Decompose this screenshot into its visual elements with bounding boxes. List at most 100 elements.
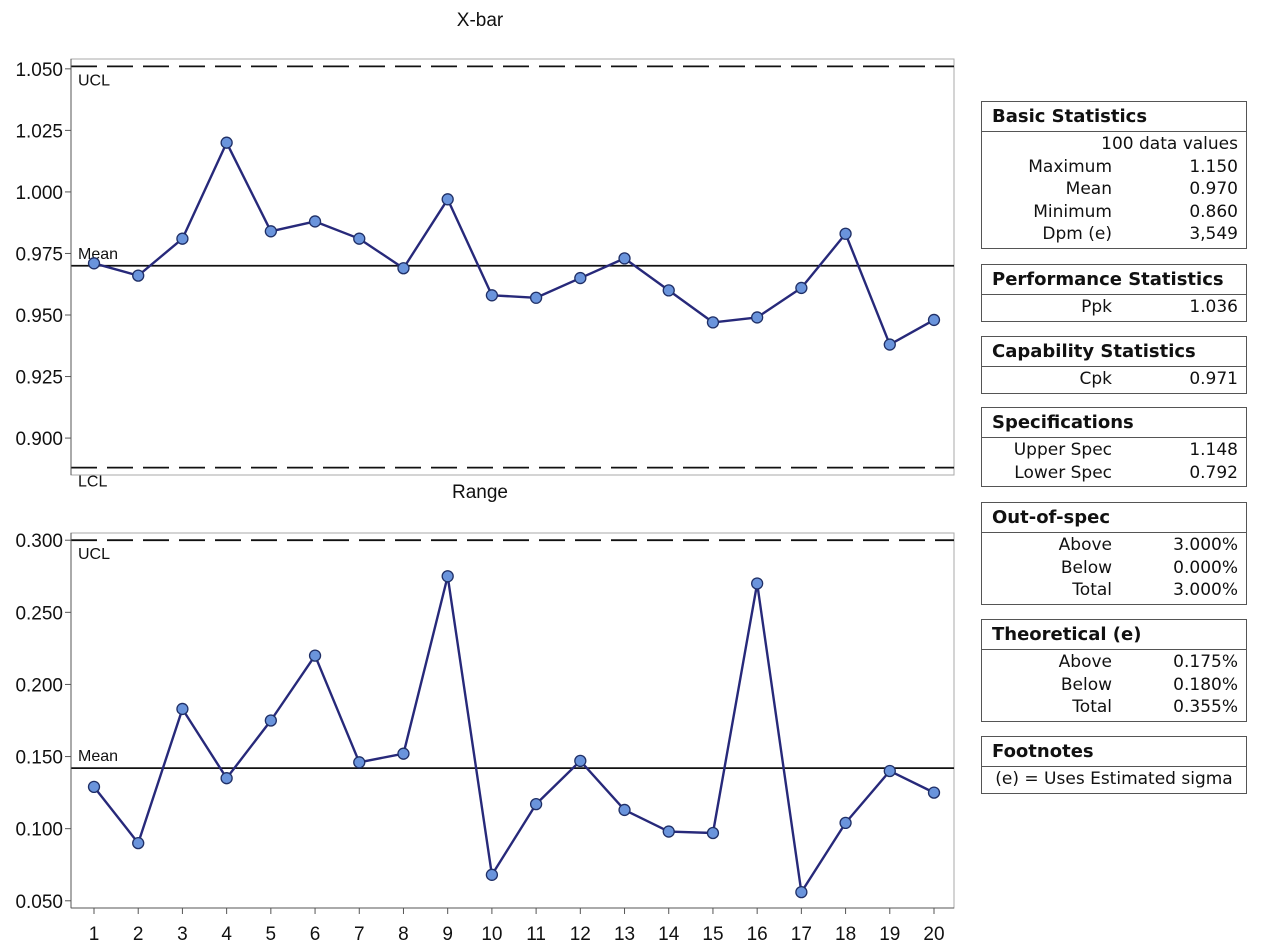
stat-value: 0.000% (1173, 557, 1238, 578)
range-data-point (132, 836, 145, 850)
range-x-tick-label: 11 (526, 924, 546, 945)
range-x-tick-label: 13 (614, 924, 635, 945)
out-of-spec-panel: Out-of-spec Above 3.000% Below 0.000% Tota… (981, 502, 1247, 605)
range-mean-label: Mean (78, 748, 118, 765)
range-x-tick-label: 19 (879, 924, 900, 945)
range-data-point (353, 756, 366, 769)
xbar-data-point (176, 232, 189, 245)
performance-statistics-title: Performance Statistics (982, 265, 1246, 295)
xbar-data-point (927, 313, 941, 327)
stat-value: 1.150 (1189, 156, 1238, 177)
range-y-tick-label: 0.150 (15, 748, 63, 769)
stat-value: 0.175% (1173, 652, 1238, 672)
stat-label: Minimum (1033, 201, 1112, 222)
range-data-point (751, 577, 764, 590)
range-data-point (662, 825, 675, 838)
range-y-tick-label: 0.200 (15, 675, 63, 696)
range-data-point (883, 764, 896, 778)
stat-value: 0.971 (1189, 369, 1238, 389)
stat-label: Total (1072, 580, 1112, 600)
stat-label: Below (1060, 674, 1112, 695)
stat-value: 0.792 (1189, 462, 1238, 483)
range-x-tick-label: 9 (442, 924, 453, 945)
range-y-tick-label: 0.050 (15, 892, 63, 913)
range-data-point (264, 714, 277, 727)
xbar-chart: X-bar UCL Mean LCL 1.050 1.025 1.000 0.975 0.9… (15, 10, 955, 491)
range-data-point (176, 702, 189, 716)
out-of-spec-title: Out-of-spec (982, 503, 1246, 533)
xbar-title: X-bar (457, 10, 504, 31)
range-data-point (485, 868, 499, 881)
stat-value: 3,549 (1189, 224, 1238, 244)
range-x-tick-label: 2 (133, 924, 144, 945)
range-x-tick-label: 14 (658, 924, 680, 945)
xbar-data-point (397, 262, 410, 275)
xbar-data-point (308, 215, 322, 228)
stat-value: 1.036 (1189, 297, 1238, 317)
stat-label: Upper Spec (1013, 440, 1112, 460)
theoretical-title: Theoretical (e) (982, 620, 1246, 650)
stat-value: 1.148 (1189, 440, 1238, 460)
range-x-tick-label: 20 (923, 924, 944, 945)
xbar-data-point (618, 252, 631, 265)
range-data-point (308, 649, 322, 662)
xbar-data-point (353, 232, 366, 245)
xbar-lcl-label: LCL (78, 474, 107, 491)
range-plot-frame (70, 532, 955, 909)
range-series-line (93, 575, 935, 894)
stat-label: Cpk (1079, 369, 1112, 389)
range-data-point (574, 754, 587, 768)
stat-label: Lower Spec (1014, 462, 1112, 483)
range-x-tick-label: 10 (481, 924, 502, 945)
range-data-point (87, 780, 101, 793)
basic-statistics-panel: Basic Statistics 100 data values Maximum… (981, 101, 1247, 249)
footnotes-panel: Footnotes (e) = Uses Estimated sigma (981, 736, 1247, 794)
range-x-tick-label: 4 (221, 924, 232, 945)
xbar-ucl-label: UCL (78, 72, 110, 89)
range-chart: Range UCL Mean 0.300 0.250 0.200 0.150 0.100 0… (15, 482, 955, 945)
range-data-point (618, 803, 631, 817)
range-x-tick-label: 12 (570, 924, 591, 945)
stat-value: 0.180% (1173, 674, 1238, 695)
xbar-data-point (529, 291, 543, 304)
xbar-data-point (706, 316, 720, 329)
capability-statistics-panel: Capability Statistics Cpk 0.971 (981, 336, 1247, 394)
xbar-data-point (662, 284, 675, 297)
range-x-tick-label: 16 (747, 924, 768, 945)
stat-value: 0.355% (1173, 697, 1238, 717)
stat-label: Above (1058, 652, 1112, 672)
range-y-tick-label: 0.300 (15, 531, 63, 552)
range-data-point (441, 570, 454, 583)
range-x-tick-label: 3 (177, 924, 188, 945)
range-data-point (529, 798, 543, 811)
range-x-tick-label: 18 (835, 924, 856, 945)
stat-label: Maximum (1028, 156, 1112, 177)
xbar-y-tick-label: 0.925 (15, 368, 63, 389)
specifications-title: Specifications (982, 408, 1246, 438)
stat-value: 3.000% (1173, 535, 1238, 555)
stat-label: Mean (1065, 179, 1112, 199)
range-x-tick-label: 6 (310, 924, 321, 945)
range-title: Range (452, 482, 508, 503)
xbar-data-point (839, 227, 852, 240)
range-data-point (795, 885, 808, 899)
stat-label: Ppk (1081, 297, 1112, 317)
basic-statistics-title: Basic Statistics (982, 102, 1246, 132)
xbar-data-point (751, 311, 764, 324)
stat-label: Total (1072, 697, 1112, 717)
xbar-data-point (441, 193, 454, 206)
xbar-y-tick-label: 0.950 (15, 306, 63, 327)
xbar-y-tick-label: 1.025 (15, 121, 63, 142)
range-x-tick-label: 1 (89, 924, 100, 945)
range-x-tick-label: 17 (791, 924, 812, 945)
xbar-y-tick-label: 1.000 (15, 183, 63, 204)
range-y-tick-label: 0.250 (15, 603, 63, 624)
stat-value: 0.860 (1189, 201, 1238, 222)
range-data-point (706, 826, 720, 840)
range-data-point (220, 772, 233, 785)
range-x-tick-label: 8 (398, 924, 409, 945)
xbar-y-tick-label: 0.975 (15, 244, 63, 265)
theoretical-panel: Theoretical (e) Above 0.175% Below 0.180% … (981, 619, 1247, 722)
range-data-point (839, 816, 852, 830)
range-x-tick-label: 7 (354, 924, 365, 945)
